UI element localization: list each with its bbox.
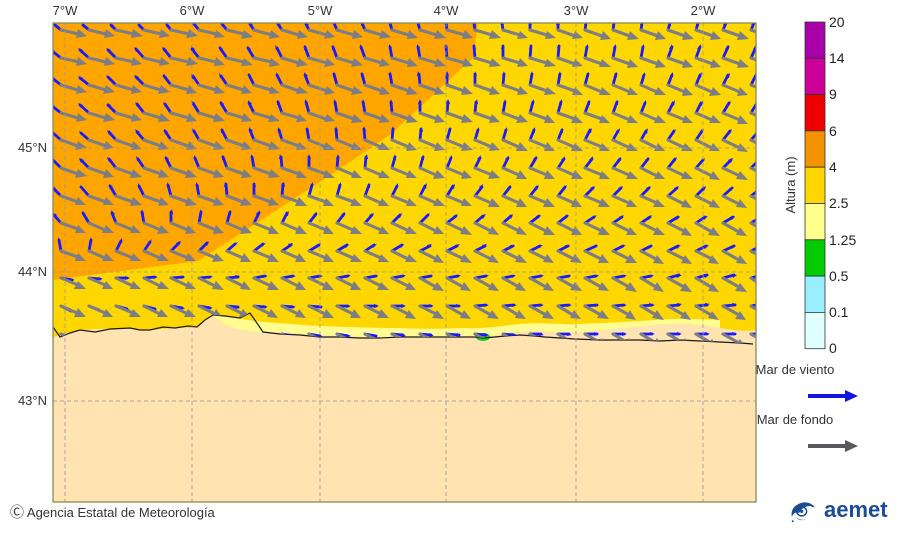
svg-text:5°W: 5°W: [308, 3, 333, 18]
svg-text:Ⓒ Agencia Estatal de Meteorolo: Ⓒ Agencia Estatal de Meteorología: [10, 504, 216, 520]
svg-text:3°W: 3°W: [564, 3, 589, 18]
svg-text:0: 0: [829, 340, 837, 356]
svg-text:44°N: 44°N: [18, 264, 47, 279]
svg-text:Mar de viento: Mar de viento: [756, 362, 835, 377]
svg-text:0.1: 0.1: [829, 304, 849, 320]
svg-text:Altura (m): Altura (m): [783, 156, 798, 213]
svg-text:6°W: 6°W: [180, 3, 205, 18]
svg-text:2°W: 2°W: [691, 3, 716, 18]
svg-text:7°W: 7°W: [53, 3, 78, 18]
svg-text:45°N: 45°N: [18, 140, 47, 155]
svg-text:2.5: 2.5: [829, 195, 849, 211]
svg-text:20: 20: [829, 14, 845, 30]
svg-text:9: 9: [829, 86, 837, 102]
svg-text:aemet: aemet: [824, 497, 888, 522]
svg-text:6: 6: [829, 123, 837, 139]
svg-text:Mar de fondo: Mar de fondo: [757, 412, 834, 427]
svg-text:14: 14: [829, 50, 845, 66]
svg-text:0.5: 0.5: [829, 268, 849, 284]
svg-text:1.25: 1.25: [829, 232, 856, 248]
svg-text:43°N: 43°N: [18, 393, 47, 408]
svg-text:4: 4: [829, 159, 837, 175]
svg-text:4°W: 4°W: [434, 3, 459, 18]
